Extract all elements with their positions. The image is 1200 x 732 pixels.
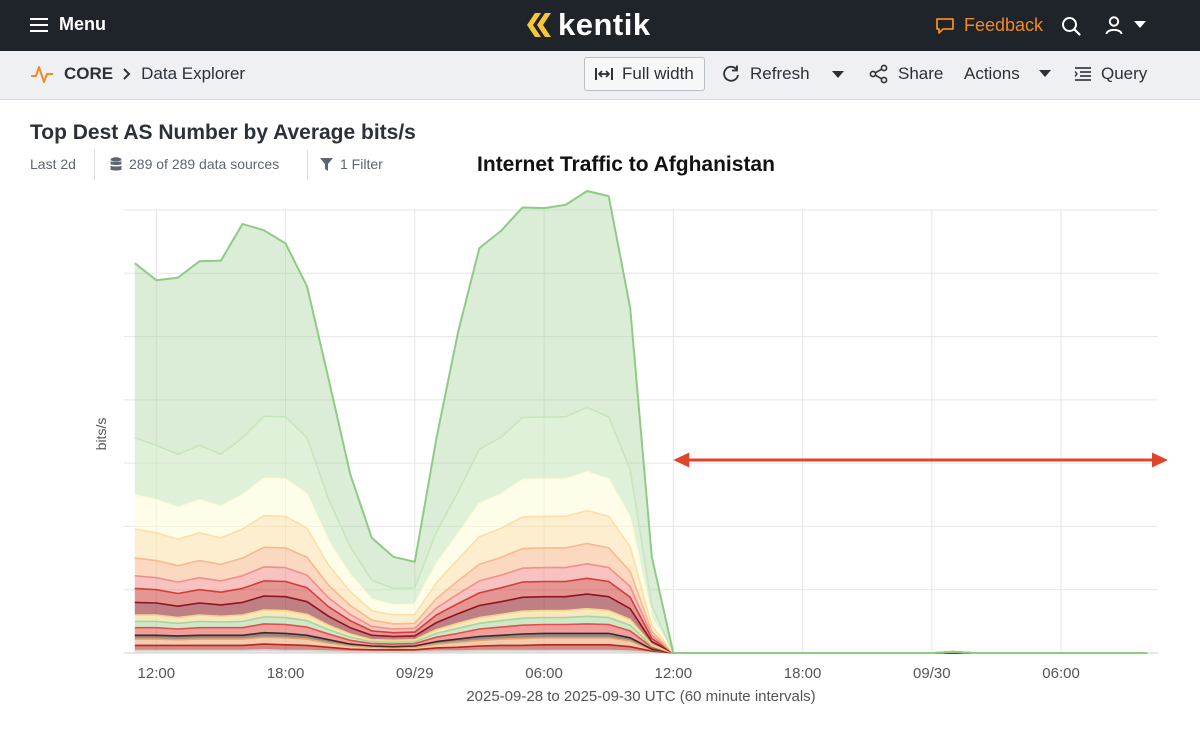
series-line [134, 190, 1148, 654]
query-label: Query [1101, 64, 1148, 83]
breadcrumb-page: Data Explorer [141, 64, 246, 83]
data-sources-label: 289 of 289 data sources [129, 156, 280, 172]
feedback-button[interactable]: Feedback [935, 15, 1043, 36]
x-axis-label: 2025-09-28 to 2025-09-30 UTC (60 minute … [466, 688, 815, 705]
annotation-arrow-head-right [1152, 452, 1168, 468]
comment-icon [936, 17, 954, 34]
top-navigation-bar: Menu kentik Feedback [0, 0, 1200, 51]
refresh-icon [723, 65, 739, 82]
caret-down-icon [1038, 70, 1051, 77]
series-area [134, 578, 1148, 653]
feedback-label: Feedback [964, 15, 1044, 35]
database-icon [110, 156, 122, 170]
query-list-icon [1074, 67, 1091, 81]
hamburger-icon [30, 17, 48, 32]
filter-icon [320, 157, 333, 171]
series-area [134, 472, 1148, 653]
divider [94, 150, 95, 180]
share-icon [869, 64, 888, 84]
pulse-icon [31, 66, 53, 83]
x-tick-label: 18:00 [267, 665, 305, 682]
refresh-label: Refresh [750, 64, 810, 83]
actions-label: Actions [964, 64, 1020, 83]
x-tick-label: 12:00 [655, 665, 693, 682]
x-tick-label: 06:00 [1042, 665, 1080, 682]
traffic-chart: Internet Traffic to Afghanistan bits/s 2… [93, 153, 1168, 705]
breadcrumb-section[interactable]: CORE [64, 64, 114, 83]
series-area [134, 644, 1148, 653]
breadcrumb: CORE Data Explorer [30, 64, 245, 84]
refresh-dropdown-icon[interactable] [832, 71, 844, 79]
series-area [134, 543, 1148, 653]
user-icon [1105, 16, 1123, 35]
x-tick-label: 06:00 [525, 665, 563, 682]
series-area [134, 632, 1148, 653]
x-axis-ticks: 12:00 18:00 09/29 06:00 12:00 18:00 09/30 06:00 [138, 665, 1080, 682]
series-area [134, 563, 1148, 653]
kentik-logo[interactable]: kentik [526, 8, 651, 42]
time-range-label: Last 2d [30, 156, 76, 172]
y-axis-label: bits/s [93, 418, 109, 451]
series-lines [134, 190, 1148, 654]
full-width-icon [595, 68, 613, 80]
full-width-button[interactable]: Full width [584, 57, 705, 91]
share-button[interactable]: Share [869, 57, 943, 91]
menu-button[interactable]: Menu [30, 14, 106, 35]
series-area [134, 407, 1148, 653]
query-button[interactable]: Query [1074, 57, 1147, 91]
refresh-button[interactable]: Refresh [721, 57, 810, 91]
actions-button[interactable]: Actions [964, 57, 1051, 91]
full-width-label: Full width [622, 64, 694, 83]
kentik-logo-icon [527, 13, 551, 37]
annotation-arrow-head-left [673, 452, 690, 468]
share-label: Share [898, 64, 944, 83]
x-tick-label: 09/30 [913, 665, 951, 682]
toolbar: CORE Data Explorer Full width Refresh [0, 51, 1200, 100]
series-area [134, 594, 1148, 653]
chart-labels: Internet Traffic to Afghanistan bits/s 2… [93, 153, 816, 705]
x-tick-label: 09/29 [396, 665, 434, 682]
caret-down-icon [1134, 21, 1146, 28]
time-range[interactable]: Last 2d [30, 156, 76, 172]
search-icon[interactable] [1061, 16, 1081, 36]
query-title: Top Dest AS Number by Average bits/s [30, 121, 416, 144]
kentik-logo-text: kentik [558, 7, 651, 42]
x-tick-label: 18:00 [784, 665, 822, 682]
annotation [673, 452, 1168, 468]
data-sources[interactable]: 289 of 289 data sources [110, 156, 279, 172]
filters[interactable]: 1 Filter [320, 156, 383, 172]
divider [307, 150, 308, 180]
x-tick-label: 12:00 [138, 665, 176, 682]
user-menu-button[interactable] [1104, 15, 1146, 35]
chart-title: Internet Traffic to Afghanistan [477, 153, 775, 176]
series-area [134, 510, 1148, 653]
menu-label: Menu [59, 14, 106, 34]
series-area [134, 191, 1148, 653]
filters-label: 1 Filter [340, 156, 383, 172]
chevron-right-icon [123, 68, 131, 80]
